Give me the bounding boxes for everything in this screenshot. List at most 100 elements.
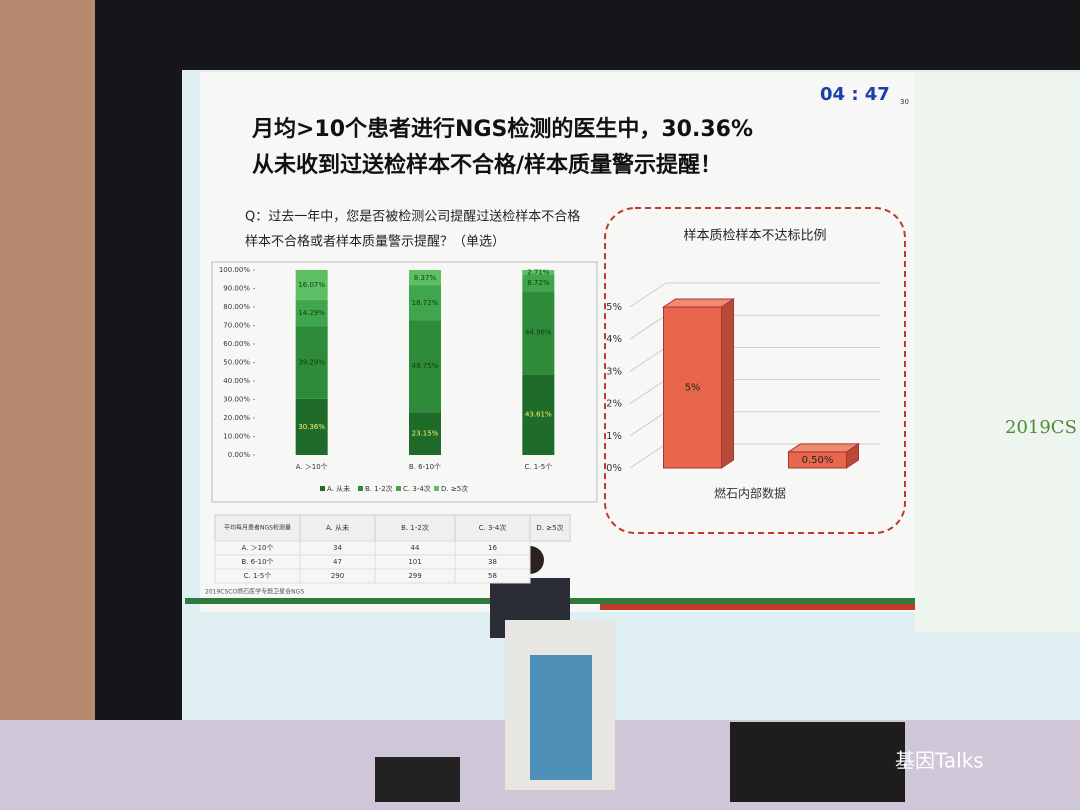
grid-line	[629, 411, 667, 437]
legend-label: C. 3-4次	[403, 484, 431, 493]
question: Q：过去一年中，您是否被检测公司提醒过送检样本不合格	[245, 209, 580, 225]
title: 月均>10个患者进行NGS检测的医生中，30.36%	[251, 116, 753, 142]
data-label: 0.50%	[802, 455, 834, 466]
legend-label: A. 从未	[327, 484, 350, 493]
y-tick-label: 80.00%	[223, 303, 250, 311]
legend-swatch	[396, 486, 401, 491]
y-tick-label: 50.00%	[223, 359, 250, 367]
data-label: 2.71%	[527, 269, 550, 277]
x-tick-label: B. 6-10个	[409, 463, 441, 471]
data-label: 5%	[685, 383, 701, 394]
grid-line	[629, 443, 667, 469]
x-axis-label: 燃石内部数据	[714, 486, 786, 501]
y-tick-label: 20.00%	[223, 414, 250, 422]
monitor-speaker	[730, 722, 905, 802]
y-tick-label: 70.00%	[223, 322, 250, 330]
bar-segment	[295, 398, 328, 455]
data-label: 39.29%	[298, 358, 325, 366]
data-label: 16.07%	[298, 281, 325, 289]
grid-line	[629, 282, 667, 308]
data-label: 14.29%	[298, 309, 325, 317]
monitor-speaker	[375, 757, 460, 802]
timer: 04 : 47	[820, 84, 890, 105]
table-cell-text: 44	[411, 544, 420, 552]
table-cell-text: 47	[333, 558, 342, 566]
bar-segment	[295, 269, 328, 300]
bar-side	[721, 298, 734, 469]
table-cell-text: 58	[488, 572, 497, 580]
legend-label: B. 1-2次	[365, 484, 393, 493]
table-cell-text: 16	[488, 544, 497, 552]
bar-segment	[522, 374, 555, 455]
bar-segment	[409, 412, 441, 455]
data-label: 8.72%	[527, 279, 550, 287]
x-tick-label: A. ＞10个	[296, 463, 328, 471]
bar-segment	[295, 326, 328, 399]
callout-frame	[604, 207, 906, 534]
bar-segment	[522, 275, 555, 292]
bar	[663, 306, 722, 469]
table-cell	[454, 568, 531, 584]
legend-swatch	[358, 486, 363, 491]
table-cell-text: 34	[333, 544, 342, 552]
table-cell-text: 38	[488, 558, 497, 566]
data-label: 8.37%	[414, 274, 437, 282]
table-header: B. 1-2次	[401, 523, 429, 532]
y-tick-label: 90.00%	[223, 285, 250, 293]
data-label: 44.96%	[525, 329, 552, 337]
data-label: 18.72%	[412, 299, 439, 307]
table-header-cell	[454, 514, 531, 542]
y-tick-label: 10.00%	[223, 433, 250, 441]
podium-panel	[530, 655, 592, 780]
bar-segment	[522, 270, 555, 276]
table-cell-text: 290	[331, 572, 344, 580]
table-header: C. 3-4次	[479, 523, 507, 532]
x-tick-label: C. 1-5个	[524, 463, 552, 471]
table-header: D. ≥5次	[536, 523, 563, 532]
title: 从未收到过送检样本不合格/样本质量警示提醒！	[252, 152, 722, 178]
chart-frame	[211, 261, 598, 503]
bar-segment	[522, 291, 555, 375]
table-cell-text: A. ＞10个	[241, 544, 273, 552]
y-tick-label: 2%	[606, 399, 622, 410]
table-header-cell	[299, 514, 376, 542]
y-tick-label: 30.00%	[223, 396, 250, 404]
bar-segment	[409, 320, 441, 413]
table-header: 平均每月患者NGS检测量	[224, 524, 291, 532]
grid-line	[629, 346, 667, 372]
question: 样本不合格或者样本质量警示提醒？（单选）	[245, 234, 505, 250]
legend-swatch	[320, 486, 325, 491]
y-tick-label: 0.00%	[228, 451, 251, 459]
y-tick-label: 4%	[606, 334, 622, 345]
table-header: A. 从未	[326, 523, 349, 532]
table-cell-text: C. 1-5个	[244, 572, 272, 580]
y-tick-label: 1%	[606, 431, 622, 442]
grid-line	[629, 314, 667, 340]
legend-label: D. ≥5次	[441, 484, 468, 493]
data-label: 23.15%	[412, 430, 439, 438]
bar-segment	[409, 285, 441, 321]
data-label: 30.36%	[298, 423, 325, 431]
bar-side	[846, 442, 859, 469]
y-tick-label: 0%	[606, 463, 622, 474]
wall	[0, 0, 95, 810]
table-cell-text: 299	[408, 572, 421, 580]
y-tick-label: 5%	[606, 302, 622, 313]
table-cell-text: B. 6-10个	[241, 558, 273, 566]
y-tick-label: 60.00%	[223, 340, 250, 348]
side-text: 2019CS	[1005, 417, 1077, 438]
y-tick-label: 3%	[606, 366, 622, 377]
footer: 2019CSCO燃石医学专题卫星会NGS	[205, 588, 304, 596]
bar-segment	[295, 299, 328, 327]
grid-line	[629, 379, 667, 405]
table-cell-text: 101	[408, 558, 421, 566]
legend-swatch	[434, 486, 439, 491]
data-label: 49.75%	[412, 362, 439, 370]
side-panel	[915, 72, 1080, 632]
slide-bar-red	[600, 604, 915, 610]
chart-title: 样本质检样本不达标比例	[683, 229, 826, 244]
y-tick-label: 100.00%	[219, 266, 250, 274]
table-header-cell	[529, 514, 571, 542]
y-tick-label: 40.00%	[223, 377, 250, 385]
